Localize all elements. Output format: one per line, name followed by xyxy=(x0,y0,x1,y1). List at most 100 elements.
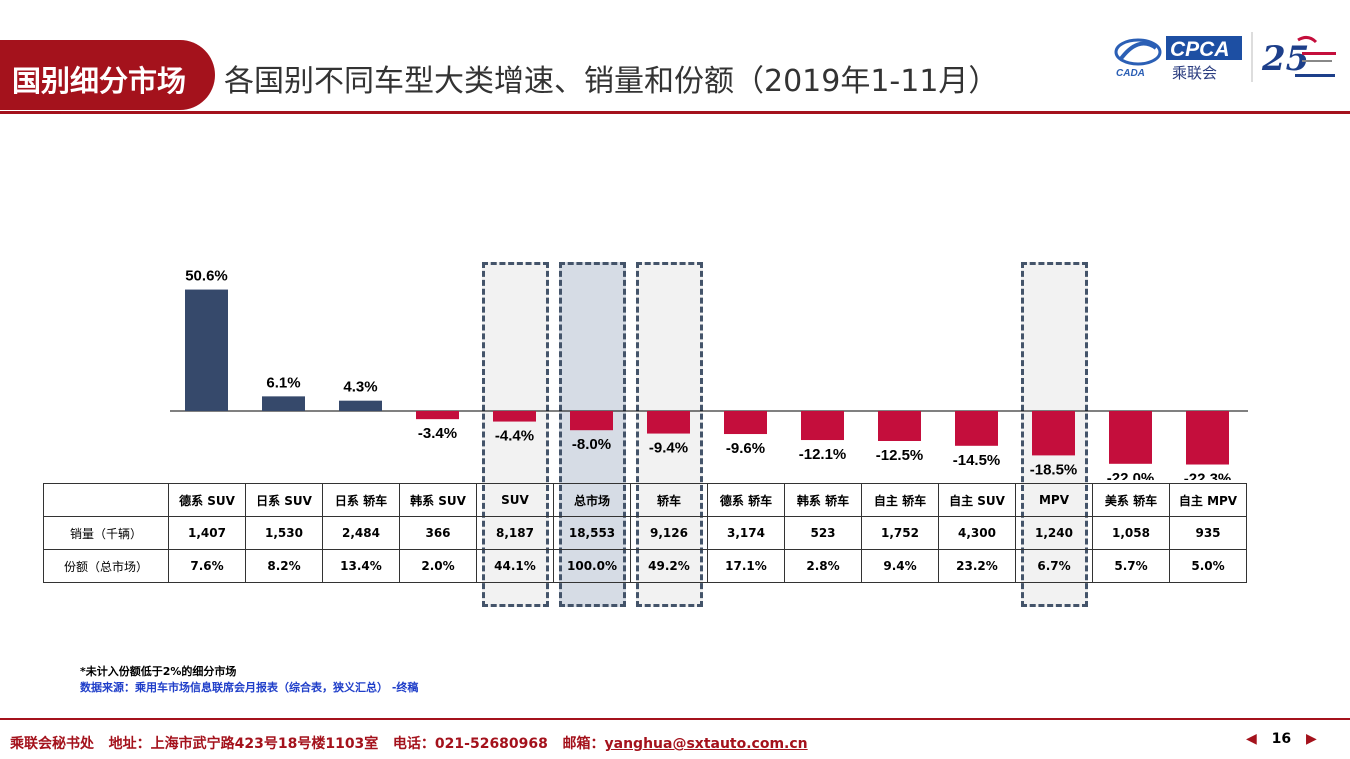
pager: ◀ 16 ▶ xyxy=(1246,731,1317,747)
category-header: 韩系 SUV xyxy=(399,483,477,517)
table-cell: 100.0% xyxy=(553,549,631,583)
bar xyxy=(955,411,998,446)
table-cell: 1,752 xyxy=(861,516,939,550)
data-label: -12.1% xyxy=(799,446,847,463)
bar xyxy=(1109,411,1152,464)
table-row: 销量（千辆） 1,407 1,530 2,484 366 8,187 18,553 9,126… xyxy=(43,516,1247,550)
table-cell: 8,187 xyxy=(476,516,554,550)
next-page-icon[interactable]: ▶ xyxy=(1306,731,1317,747)
table-cell: 17.1% xyxy=(707,549,785,583)
table-cell: 366 xyxy=(399,516,477,550)
footer-email-link[interactable]: yanghua@sxtauto.com.cn xyxy=(604,736,808,752)
data-label: -4.4% xyxy=(495,428,534,445)
bar xyxy=(262,396,305,411)
data-label: -9.6% xyxy=(726,440,765,457)
category-header: 轿车 xyxy=(630,483,708,517)
table-cell: 1,407 xyxy=(168,516,246,550)
bar xyxy=(647,411,690,434)
bar xyxy=(1032,411,1075,456)
table-cell: 18,553 xyxy=(553,516,631,550)
data-label: -9.4% xyxy=(649,440,688,457)
category-header: 自主 轿车 xyxy=(861,483,939,517)
category-header: 总市场 xyxy=(553,483,631,517)
footnote-note: *未计入份额低于2%的细分市场 xyxy=(80,665,237,678)
table-cell: 3,174 xyxy=(707,516,785,550)
page-title: 各国别不同车型大类增速、销量和份额（2019年1-11月） xyxy=(224,64,999,99)
bar xyxy=(724,411,767,435)
logo-sub: 乘联会 xyxy=(1172,64,1217,82)
table-cell: 2.8% xyxy=(784,549,862,583)
data-label: 6.1% xyxy=(266,374,300,391)
footer-email-label: 邮箱： xyxy=(562,736,605,752)
data-label: -22.0% xyxy=(1107,470,1155,480)
bar xyxy=(1186,411,1229,465)
category-header: 自主 SUV xyxy=(938,483,1016,517)
table-cell: 7.6% xyxy=(168,549,246,583)
table-cell: 9,126 xyxy=(630,516,708,550)
table-header-row: 德系 SUV 日系 SUV 日系 轿车 韩系 SUV SUV 总市场 轿车 德系 轿车 韩系 轿… xyxy=(43,483,1247,517)
sales-share-table: 德系 SUV 日系 SUV 日系 轿车 韩系 SUV SUV 总市场 轿车 德系 轿车 韩系 轿… xyxy=(43,483,1247,583)
category-header: 日系 SUV xyxy=(245,483,323,517)
data-label: 50.6% xyxy=(185,268,228,285)
data-label: -3.4% xyxy=(418,425,457,442)
bar xyxy=(570,411,613,431)
table-cell: 1,058 xyxy=(1092,516,1170,550)
table-row: 份额（总市场） 7.6% 8.2% 13.4% 2.0% 44.1% 100.0% 49.2%… xyxy=(43,549,1247,583)
anniversary-number: 25 xyxy=(1261,39,1309,79)
cpca-logo-box xyxy=(1166,36,1242,60)
footer-contact: 乘联会秘书处 地址：上海市武宁路423号18号楼1103室 电话：021-526… xyxy=(10,733,808,753)
category-header: 德系 SUV xyxy=(168,483,246,517)
table-cell: 523 xyxy=(784,516,862,550)
table-cell: 1,530 xyxy=(245,516,323,550)
table-cell: 44.1% xyxy=(476,549,554,583)
footer-address: 地址：上海市武宁路423号18号楼1103室 xyxy=(108,736,379,752)
section-tag: 国别细分市场 xyxy=(0,40,215,110)
table-cell: 5.0% xyxy=(1169,549,1247,583)
bar xyxy=(416,411,459,420)
bar xyxy=(339,400,382,411)
section-tag-label: 国别细分市场 xyxy=(12,64,187,98)
anniversary-icon: 25 xyxy=(1261,35,1336,79)
row-label: 份额（总市场） xyxy=(43,549,169,583)
data-label: -12.5% xyxy=(876,447,924,464)
table-corner-cell xyxy=(43,483,169,517)
data-label: -8.0% xyxy=(572,436,611,453)
svg-text:CADA: CADA xyxy=(1116,68,1145,79)
table-cell: 2.0% xyxy=(399,549,477,583)
prev-page-icon[interactable]: ◀ xyxy=(1246,731,1257,747)
data-label: -14.5% xyxy=(953,452,1001,469)
category-header: 日系 轿车 xyxy=(322,483,400,517)
bar xyxy=(493,411,536,422)
footer-org: 乘联会秘书处 xyxy=(10,736,94,752)
data-label: -18.5% xyxy=(1030,461,1078,478)
table-cell: 23.2% xyxy=(938,549,1016,583)
category-header: 韩系 轿车 xyxy=(784,483,862,517)
category-header: 美系 轿车 xyxy=(1092,483,1170,517)
category-header: 德系 轿车 xyxy=(707,483,785,517)
data-label: -22.3% xyxy=(1184,471,1232,480)
cpca-logo: CADA CPCA 乘联会 25 xyxy=(1114,32,1336,82)
data-label: 4.3% xyxy=(343,379,377,396)
footnote-source: 数据来源：乘用车市场信息联席会月报表（综合表，狭义汇总） -终稿 xyxy=(80,681,419,694)
table-cell: 4,300 xyxy=(938,516,1016,550)
table-cell: 1,240 xyxy=(1015,516,1093,550)
footnote: *未计入份额低于2%的细分市场 数据来源：乘用车市场信息联席会月报表（综合表，狭… xyxy=(80,664,418,696)
footer-phone: 电话：021-52680968 xyxy=(392,736,548,752)
table-cell: 2,484 xyxy=(322,516,400,550)
bar xyxy=(185,289,228,411)
table-cell: 13.4% xyxy=(322,549,400,583)
table-cell: 6.7% xyxy=(1015,549,1093,583)
table-cell: 49.2% xyxy=(630,549,708,583)
header-divider xyxy=(0,111,1350,114)
growth-bar-chart: 50.6% 6.1% 4.3% -3.4% -4.4% -8.0% -9.4% -9.6% -1… xyxy=(170,268,1248,480)
page-number: 16 xyxy=(1271,731,1292,747)
table-cell: 9.4% xyxy=(861,549,939,583)
table-cell: 5.7% xyxy=(1092,549,1170,583)
table-cell: 8.2% xyxy=(245,549,323,583)
table-cell: 935 xyxy=(1169,516,1247,550)
category-header: MPV xyxy=(1015,483,1093,517)
bar xyxy=(878,411,921,441)
logo-text: CPCA xyxy=(1170,38,1230,61)
row-label: 销量（千辆） xyxy=(43,516,169,550)
cada-logo-icon: CADA xyxy=(1114,38,1162,79)
